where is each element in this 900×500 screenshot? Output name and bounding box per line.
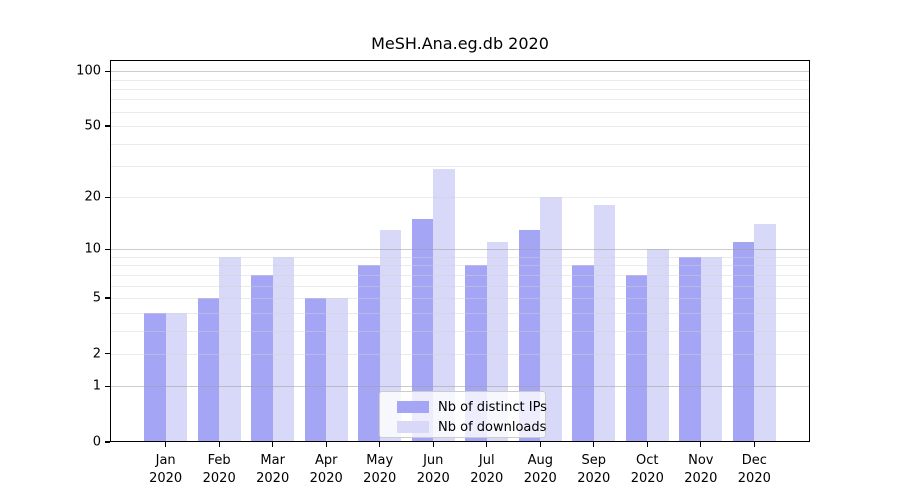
y-tick-label: 100 [76, 63, 101, 79]
y-tick-mark [105, 196, 110, 198]
bar-ips [197, 298, 220, 442]
minor-gridline [110, 143, 810, 145]
minor-gridline [110, 88, 810, 90]
minor-gridline [110, 274, 810, 276]
bar-ips [572, 265, 594, 442]
bar-ips [518, 229, 541, 442]
bar-ips [732, 242, 755, 442]
y-tick-label: 0 [92, 434, 101, 450]
y-tick-mark [105, 385, 110, 387]
x-tick-mark [646, 442, 648, 447]
bar-ips [625, 274, 648, 442]
bar-ips [358, 265, 380, 442]
legend-swatch [397, 401, 429, 413]
bar-ips [679, 256, 701, 442]
minor-gridline [110, 265, 810, 267]
major-gridline [110, 249, 810, 251]
x-tick-mark [539, 442, 541, 447]
x-tick-label: Feb 2020 [202, 453, 236, 486]
bar-downloads [754, 224, 776, 442]
legend-item: Nb of distinct IPs [397, 398, 547, 416]
legend-swatch [397, 421, 429, 433]
x-tick-label: Jan 2020 [149, 453, 183, 486]
bar-ips [144, 312, 166, 442]
x-tick-mark [700, 442, 702, 447]
minor-gridline [110, 330, 810, 332]
x-tick-label: Sep 2020 [577, 453, 611, 486]
minor-gridline [110, 312, 810, 314]
y-tick-label: 5 [92, 290, 101, 306]
minor-gridline [110, 166, 810, 168]
y-tick-label: 10 [84, 241, 101, 257]
x-tick-mark [753, 442, 755, 447]
major-gridline [110, 386, 810, 388]
minor-gridline [110, 126, 810, 128]
x-tick-label: Jun 2020 [416, 453, 450, 486]
y-tick-mark [105, 441, 110, 443]
x-tick-label: Jul 2020 [470, 453, 504, 486]
minor-gridline [110, 197, 810, 199]
bar-downloads [700, 256, 723, 442]
y-tick-mark [105, 125, 110, 127]
minor-gridline [110, 99, 810, 101]
minor-gridline [110, 256, 810, 258]
plot-area [110, 60, 810, 442]
legend: Nb of distinct IPs Nb of downloads [379, 391, 547, 438]
x-tick-label: Apr 2020 [309, 453, 343, 486]
x-tick-label: Dec 2020 [737, 453, 771, 486]
x-tick-mark [593, 442, 595, 447]
y-tick-mark [105, 353, 110, 355]
bar-ips [251, 274, 273, 442]
y-tick-label: 20 [84, 189, 101, 205]
x-tick-mark [432, 442, 434, 447]
bar-downloads [593, 205, 616, 442]
minor-gridline [110, 285, 810, 287]
bar-ips [304, 298, 327, 442]
y-tick-label: 1 [92, 378, 101, 394]
bar-downloads [433, 168, 455, 442]
bar-downloads [272, 256, 295, 442]
x-tick-label: Aug 2020 [523, 453, 557, 486]
x-tick-mark [272, 442, 274, 447]
y-tick-mark [105, 248, 110, 250]
x-tick-label: May 2020 [363, 453, 397, 486]
y-tick-mark [105, 70, 110, 72]
minor-gridline [110, 298, 810, 299]
x-tick-label: Oct 2020 [630, 453, 664, 486]
x-tick-label: Nov 2020 [684, 453, 718, 486]
bar-downloads [540, 197, 562, 442]
bar-downloads [165, 312, 188, 442]
x-tick-mark [379, 442, 381, 447]
minor-gridline [110, 111, 810, 113]
chart-title: MeSH.Ana.eg.db 2020 [371, 34, 549, 53]
y-tick-label: 50 [84, 118, 101, 134]
legend-item: Nb of downloads [397, 418, 547, 436]
x-tick-mark [218, 442, 220, 447]
x-tick-mark [486, 442, 488, 447]
bar-downloads [379, 229, 402, 442]
y-tick-mark [105, 297, 110, 299]
minor-gridline [110, 353, 810, 355]
bar-downloads [647, 249, 669, 442]
legend-label: Nb of distinct IPs [438, 399, 547, 415]
minor-gridline [110, 79, 810, 81]
bar-downloads [219, 256, 241, 442]
legend-label: Nb of downloads [438, 419, 547, 435]
x-tick-mark [325, 442, 327, 447]
x-tick-mark [165, 442, 167, 447]
major-gridline [110, 71, 810, 73]
x-tick-label: Mar 2020 [256, 453, 290, 486]
bar-downloads [326, 298, 348, 442]
y-tick-label: 2 [92, 346, 101, 362]
